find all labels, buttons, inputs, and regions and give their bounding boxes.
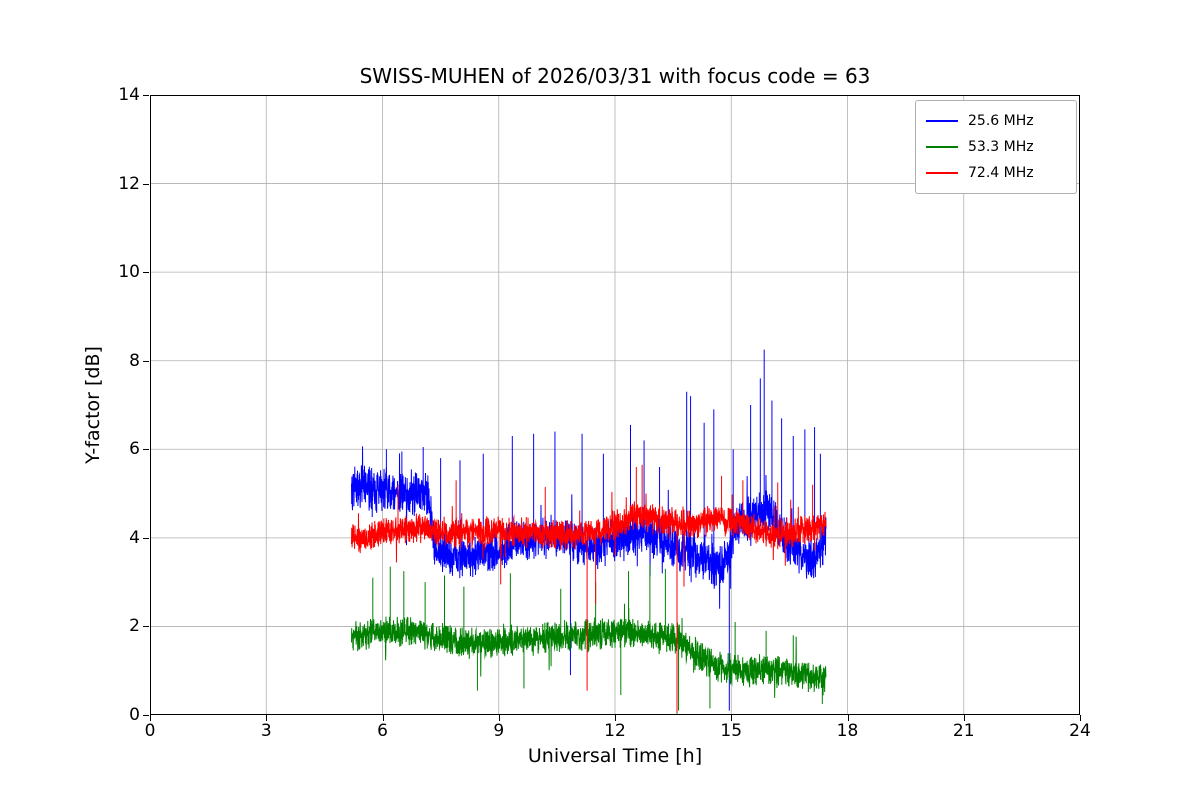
- legend-line-swatch: [926, 120, 958, 122]
- x-tick-mark: [382, 715, 384, 721]
- y-tick-mark: [143, 449, 149, 451]
- y-tick-mark: [143, 95, 149, 96]
- legend-line-swatch: [926, 172, 958, 174]
- legend-label: 72.4 MHz: [968, 165, 1034, 181]
- y-tick-label: 2: [129, 616, 140, 637]
- x-tick-mark: [266, 715, 268, 721]
- x-tick-mark: [150, 715, 151, 721]
- y-tick-label: 8: [129, 350, 140, 371]
- y-tick-mark: [143, 626, 149, 628]
- y-tick-mark: [143, 360, 149, 362]
- legend-label: 53.3 MHz: [968, 139, 1034, 155]
- x-tick-label: 12: [604, 721, 626, 741]
- plot-area: [150, 95, 1080, 715]
- x-tick-label: 21: [952, 721, 975, 741]
- y-tick-label: 4: [129, 527, 140, 548]
- x-tick-mark: [1080, 715, 1081, 721]
- legend-line-swatch: [926, 146, 958, 148]
- chart-title: SWISS-MUHEN of 2026/03/31 with focus cod…: [359, 64, 871, 88]
- legend-item: 72.4 MHz: [926, 160, 1066, 186]
- x-tick-mark: [731, 715, 733, 721]
- x-tick-label: 9: [493, 721, 505, 741]
- x-tick-label: 18: [836, 721, 859, 741]
- plot-canvas: [150, 95, 1080, 715]
- x-tick-label: 6: [377, 721, 388, 741]
- x-tick-label: 3: [260, 721, 272, 741]
- legend-label: 25.6 MHz: [968, 113, 1034, 129]
- x-tick-label: 15: [720, 721, 743, 741]
- y-tick-label: 10: [118, 262, 140, 283]
- y-tick-mark: [143, 537, 149, 539]
- y-tick-mark: [143, 183, 149, 185]
- x-tick-label: 24: [1069, 721, 1091, 741]
- legend-item: 53.3 MHz: [926, 134, 1066, 160]
- y-tick-label: 12: [118, 173, 140, 194]
- legend-item: 25.6 MHz: [926, 108, 1066, 134]
- x-tick-mark: [963, 715, 965, 721]
- x-tick-mark: [615, 715, 616, 721]
- y-tick-label: 6: [129, 439, 140, 460]
- x-tick-mark: [498, 715, 500, 721]
- y-tick-label: 14: [118, 85, 140, 105]
- y-tick-label: 0: [129, 705, 140, 725]
- legend: 25.6 MHz 53.3 MHz 72.4 MHz: [915, 100, 1077, 194]
- x-axis-label: Universal Time [h]: [527, 745, 703, 767]
- y-tick-mark: [143, 715, 149, 716]
- y-tick-mark: [143, 272, 149, 274]
- x-tick-mark: [847, 715, 849, 721]
- x-tick-label: 0: [144, 721, 156, 741]
